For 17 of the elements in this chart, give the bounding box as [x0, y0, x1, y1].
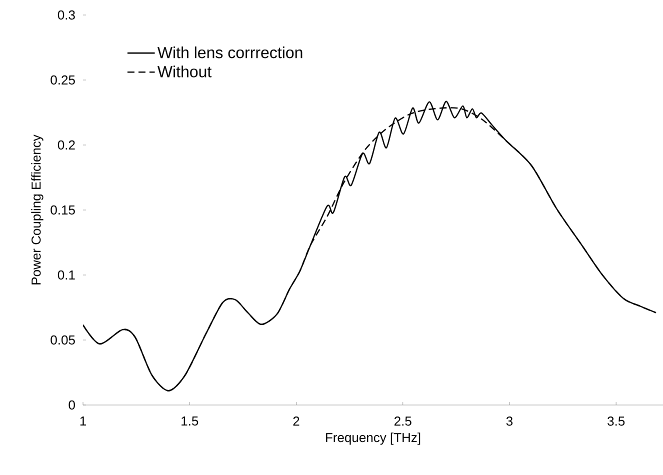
x-tick-label: 1 — [80, 416, 86, 426]
y-tick-label: 0.05 — [50, 335, 75, 345]
y-tick-label: 0.2 — [58, 140, 75, 150]
y-tick-label: 0.3 — [58, 10, 75, 20]
x-tick-label: 3.5 — [608, 416, 625, 426]
legend-label: Without — [157, 66, 212, 78]
x-tick-label: 2.5 — [394, 416, 412, 426]
y-tick-label: 0.25 — [50, 75, 75, 85]
y-axis-title: Power Coupling Efficiency — [31, 134, 44, 284]
legend-label: With lens corrrection — [157, 46, 302, 58]
x-tick-label: 1.5 — [182, 416, 198, 426]
y-tick-label: 0 — [68, 400, 75, 410]
y-tick-label: 0.1 — [58, 270, 75, 280]
y-tick-label: 0.15 — [50, 205, 75, 215]
x-tick-label: 2 — [293, 416, 300, 426]
x-axis-title: Frequency [THz] — [326, 432, 420, 445]
x-tick-label: 3 — [506, 416, 513, 426]
